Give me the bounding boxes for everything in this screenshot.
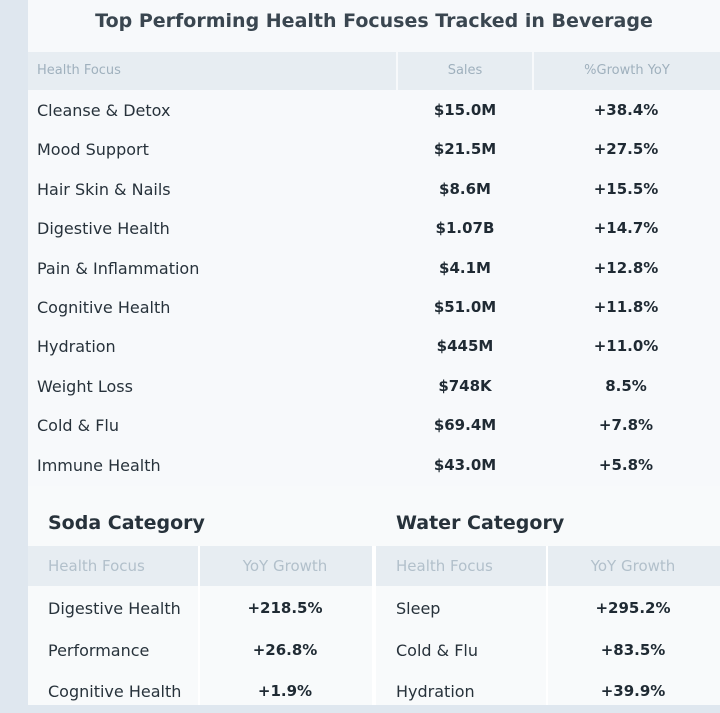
health-focus-cell: Cognitive Health (37, 297, 171, 317)
health-focus-cell: Weight Loss (37, 376, 133, 396)
soda-growth-cell: +26.8% (252, 640, 318, 659)
table-row: Performance +26.8% (28, 630, 372, 672)
soda-table-body: Digestive Health +218.5% Performance +26… (28, 588, 372, 713)
table-row: Mood Support $21.5M +27.5% (28, 130, 720, 169)
water-column-divider (546, 546, 548, 705)
water-growth-cell: +83.5% (600, 640, 666, 659)
health-focus-cell: Digestive Health (37, 219, 170, 239)
table-row: Hydration +39.9% (376, 671, 720, 713)
health-focus-cell: Hair Skin & Nails (37, 179, 171, 199)
table-row: Cognitive Health $51.0M +11.8% (28, 288, 720, 327)
water-focus-cell: Hydration (396, 682, 475, 701)
growth-cell: +12.8% (593, 258, 659, 277)
growth-cell: +7.8% (598, 416, 654, 435)
water-growth-cell: +39.9% (600, 682, 666, 700)
soda-focus-cell: Cognitive Health (48, 682, 182, 701)
health-focus-cell: Hydration (37, 337, 116, 357)
growth-cell: +11.0% (593, 337, 659, 356)
soda-table-header: Health Focus YoY Growth (28, 546, 372, 586)
table-row: Immune Health $43.0M +5.8% (28, 446, 720, 485)
growth-cell: +38.4% (593, 101, 659, 119)
table-row: Cognitive Health +1.9% (28, 671, 372, 713)
water-growth-cell: +295.2% (595, 599, 671, 617)
water-focus-cell: Cold & Flu (396, 640, 478, 660)
soda-header-yoy-growth: YoY Growth (242, 557, 328, 575)
table-row: Cold & Flu $69.4M +7.8% (28, 406, 720, 445)
soda-focus-cell: Performance (48, 640, 150, 660)
health-focus-cell: Cleanse & Detox (37, 101, 171, 120)
sales-cell: $21.5M (433, 140, 497, 159)
soda-growth-cell: +218.5% (247, 599, 323, 617)
growth-cell: +11.8% (593, 297, 659, 316)
table-row: Hair Skin & Nails $8.6M +15.5% (28, 170, 720, 209)
report-card: Top Performing Health Focuses Tracked in… (28, 0, 720, 705)
soda-growth-cell: +1.9% (257, 682, 313, 700)
soda-focus-cell: Digestive Health (48, 599, 181, 618)
water-category-title: Water Category (396, 512, 565, 534)
sales-cell: $69.4M (433, 416, 497, 435)
sales-cell: $51.0M (433, 297, 497, 316)
main-table-header: Health Focus Sales %Growth YoY (28, 52, 720, 90)
soda-category-title: Soda Category (48, 512, 205, 534)
growth-cell: +5.8% (598, 455, 654, 474)
growth-cell: +15.5% (593, 179, 659, 198)
sales-cell: $1.07B (435, 219, 495, 238)
table-row: Weight Loss $748K 8.5% (28, 367, 720, 406)
header-health-focus: Health Focus (28, 52, 398, 90)
table-row: Hydration $445M +11.0% (28, 327, 720, 366)
sales-cell: $748K (438, 376, 492, 395)
soda-column-divider (198, 546, 200, 705)
health-focus-cell: Mood Support (37, 140, 149, 160)
table-row: Digestive Health +218.5% (28, 588, 372, 630)
growth-cell: +14.7% (593, 219, 659, 238)
growth-cell: +27.5% (593, 140, 659, 159)
water-header-yoy-growth: YoY Growth (590, 557, 676, 575)
sales-cell: $8.6M (439, 179, 491, 198)
sales-cell: $4.1M (439, 258, 491, 277)
table-row: Pain & Inflammation $4.1M +12.8% (28, 249, 720, 288)
water-focus-cell: Sleep (396, 599, 441, 618)
main-table-body: Cleanse & Detox $15.0M +38.4% Mood Suppo… (28, 91, 720, 485)
header-sales: Sales (398, 52, 534, 90)
header-growth: %Growth YoY (584, 63, 670, 78)
water-header-health-focus: Health Focus (396, 557, 493, 575)
table-row: Cleanse & Detox $15.0M +38.4% (28, 91, 720, 130)
sales-cell: $43.0M (433, 455, 497, 474)
sales-cell: $445M (436, 337, 494, 356)
main-table-title: Top Performing Health Focuses Tracked in… (95, 10, 653, 32)
health-focus-cell: Pain & Inflammation (37, 258, 200, 278)
table-row: Cold & Flu +83.5% (376, 630, 720, 672)
table-row: Sleep +295.2% (376, 588, 720, 630)
table-row: Digestive Health $1.07B +14.7% (28, 209, 720, 248)
soda-header-health-focus: Health Focus (48, 557, 145, 575)
sales-cell: $15.0M (433, 101, 497, 119)
category-divider (372, 546, 376, 705)
health-focus-cell: Cold & Flu (37, 416, 119, 436)
water-table-header: Health Focus YoY Growth (376, 546, 720, 586)
health-focus-cell: Immune Health (37, 455, 161, 475)
water-table-body: Sleep +295.2% Cold & Flu +83.5% Hydratio… (376, 588, 720, 713)
growth-cell: 8.5% (605, 376, 647, 395)
